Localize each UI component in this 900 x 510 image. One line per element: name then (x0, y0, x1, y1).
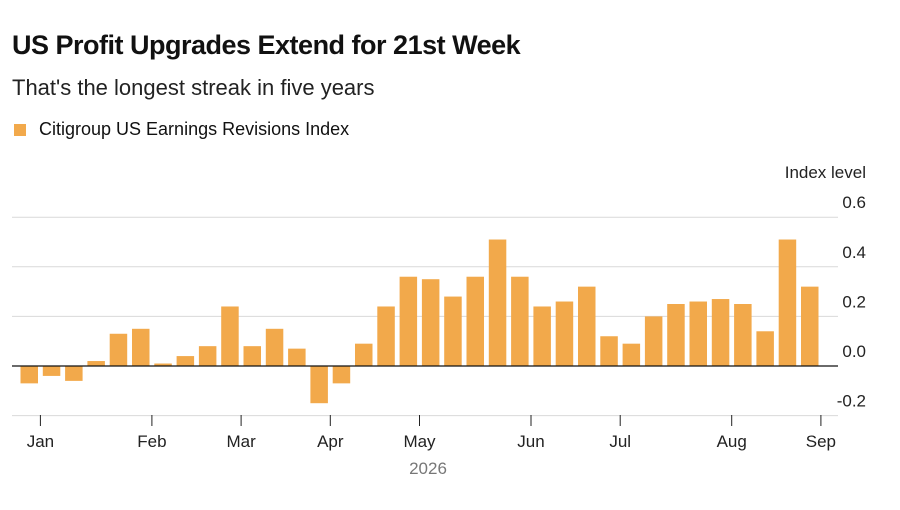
bar (689, 301, 707, 366)
x-tick-label: Feb (137, 432, 166, 451)
bars (20, 239, 819, 404)
bar (533, 306, 551, 366)
chart-subtitle: That's the longest streak in five years (12, 75, 375, 100)
bar (65, 366, 83, 381)
bar (310, 366, 328, 404)
x-tick-label: Jul (609, 432, 631, 451)
bar (421, 279, 440, 366)
bar (265, 328, 284, 366)
year-label: 2026 (409, 459, 447, 478)
y-tick-labels: 0.6 0.4 0.2 0.0 -0.2 (837, 193, 866, 410)
bar (466, 276, 484, 366)
y-tick-label: -0.2 (837, 392, 866, 411)
bar (176, 356, 195, 366)
bar (801, 286, 819, 366)
bar (355, 343, 373, 366)
bar (555, 301, 574, 366)
bar (399, 276, 418, 366)
y-tick-label: 0.6 (842, 193, 866, 212)
bar (243, 346, 261, 366)
bar (578, 286, 596, 366)
bar (109, 333, 128, 366)
bar (778, 239, 797, 366)
x-tick-label: Jun (517, 432, 544, 451)
x-tick-label: Apr (317, 432, 344, 451)
x-tick-label: Aug (717, 432, 747, 451)
bar (377, 306, 395, 366)
bar (488, 239, 507, 366)
bar (667, 304, 685, 366)
bar (42, 366, 61, 376)
legend-swatch (14, 123, 26, 136)
bar (132, 328, 150, 366)
legend: Citigroup US Earnings Revisions Index (14, 119, 349, 140)
x-tick-label: Sep (806, 432, 836, 451)
bar (332, 366, 351, 384)
bar (221, 306, 239, 366)
bar (511, 276, 529, 366)
x-tick-label: May (403, 432, 436, 451)
bar (444, 296, 462, 366)
x-tick-label: Mar (226, 432, 256, 451)
y-tick-label: 0.0 (842, 342, 866, 361)
bar (87, 361, 105, 366)
bar (20, 366, 38, 384)
bar (154, 363, 172, 366)
x-axis: Jan Feb Mar Apr May Jun Jul Aug Sep (27, 415, 836, 451)
bar (756, 331, 774, 366)
x-tick-label: Jan (27, 432, 54, 451)
bar (644, 316, 663, 366)
bar (622, 343, 641, 366)
y-tick-label: 0.4 (842, 243, 866, 262)
y-tick-label: 0.2 (842, 292, 866, 311)
bar (198, 346, 217, 366)
bar (288, 348, 306, 366)
y-axis-label: Index level (785, 163, 866, 182)
bar (734, 304, 752, 366)
legend-label: Citigroup US Earnings Revisions Index (39, 119, 350, 139)
bar (711, 299, 730, 366)
chart-title: US Profit Upgrades Extend for 21st Week (12, 30, 521, 60)
bar (600, 336, 618, 366)
